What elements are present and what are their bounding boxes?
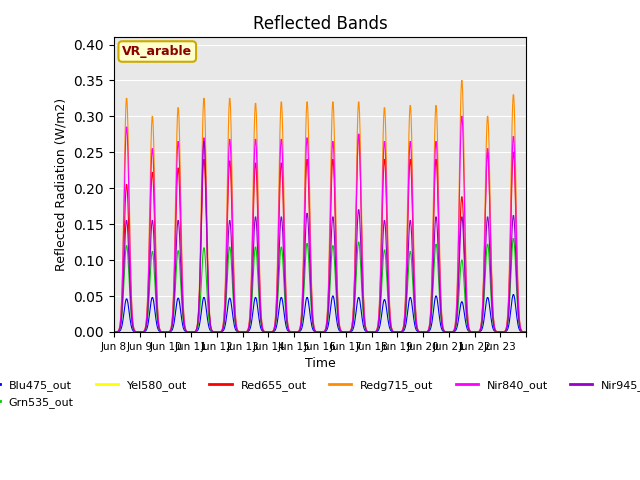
Legend: Blu475_out, Grn535_out, Yel580_out, Red655_out, Redg715_out, Nir840_out, Nir945_: Blu475_out, Grn535_out, Yel580_out, Red6…	[0, 376, 640, 412]
X-axis label: Time: Time	[305, 357, 335, 370]
Y-axis label: Reflected Radiation (W/m2): Reflected Radiation (W/m2)	[55, 98, 68, 271]
Title: Reflected Bands: Reflected Bands	[253, 15, 387, 33]
Text: VR_arable: VR_arable	[122, 45, 193, 58]
